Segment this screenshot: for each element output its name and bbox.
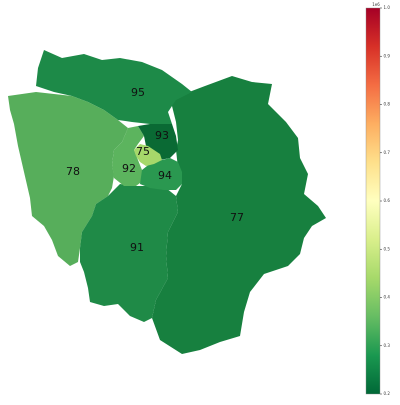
dept-label-92: 92 — [122, 162, 136, 175]
dept-label-95: 95 — [131, 86, 145, 99]
region-94[interactable] — [140, 158, 182, 190]
colorbar: 1e6 0.2 0.3 0.4 0.5 0.6 0.7 0.8 0.9 1.0 — [365, 2, 390, 396]
region-95[interactable] — [36, 50, 192, 124]
dept-label-91: 91 — [130, 241, 144, 254]
dept-label-77: 77 — [230, 211, 244, 224]
colorbar-tick-label: 0.6 — [384, 198, 391, 203]
region-75[interactable] — [134, 144, 162, 166]
colorbar-tick-label: 0.3 — [384, 343, 391, 348]
region-78[interactable] — [8, 92, 128, 266]
region-91[interactable] — [80, 184, 178, 322]
colorbar-tick-label: 0.2 — [384, 391, 391, 396]
dept-label-93: 93 — [155, 129, 169, 142]
colorbar-tick-label: 0.8 — [384, 102, 391, 107]
dept-label-78: 78 — [66, 165, 80, 178]
colorbar-tick-label: 0.7 — [384, 150, 391, 155]
region-92[interactable] — [112, 126, 144, 186]
colorbar-tick-label: 1.0 — [384, 5, 391, 10]
region-77[interactable] — [152, 76, 326, 354]
dept-label-94: 94 — [158, 169, 172, 182]
colorbar-gradient — [365, 7, 381, 395]
region-93[interactable] — [138, 124, 178, 160]
colorbar-ticks: 0.2 0.3 0.4 0.5 0.6 0.7 0.8 0.9 1.0 — [380, 5, 390, 396]
colorbar-tick-label: 0.5 — [384, 246, 391, 251]
colorbar-tick-label: 0.4 — [384, 295, 391, 300]
dept-label-75: 75 — [136, 145, 150, 158]
colorbar-tick-label: 0.9 — [384, 53, 391, 58]
colorbar-scale-label: 1e6 — [372, 2, 380, 7]
